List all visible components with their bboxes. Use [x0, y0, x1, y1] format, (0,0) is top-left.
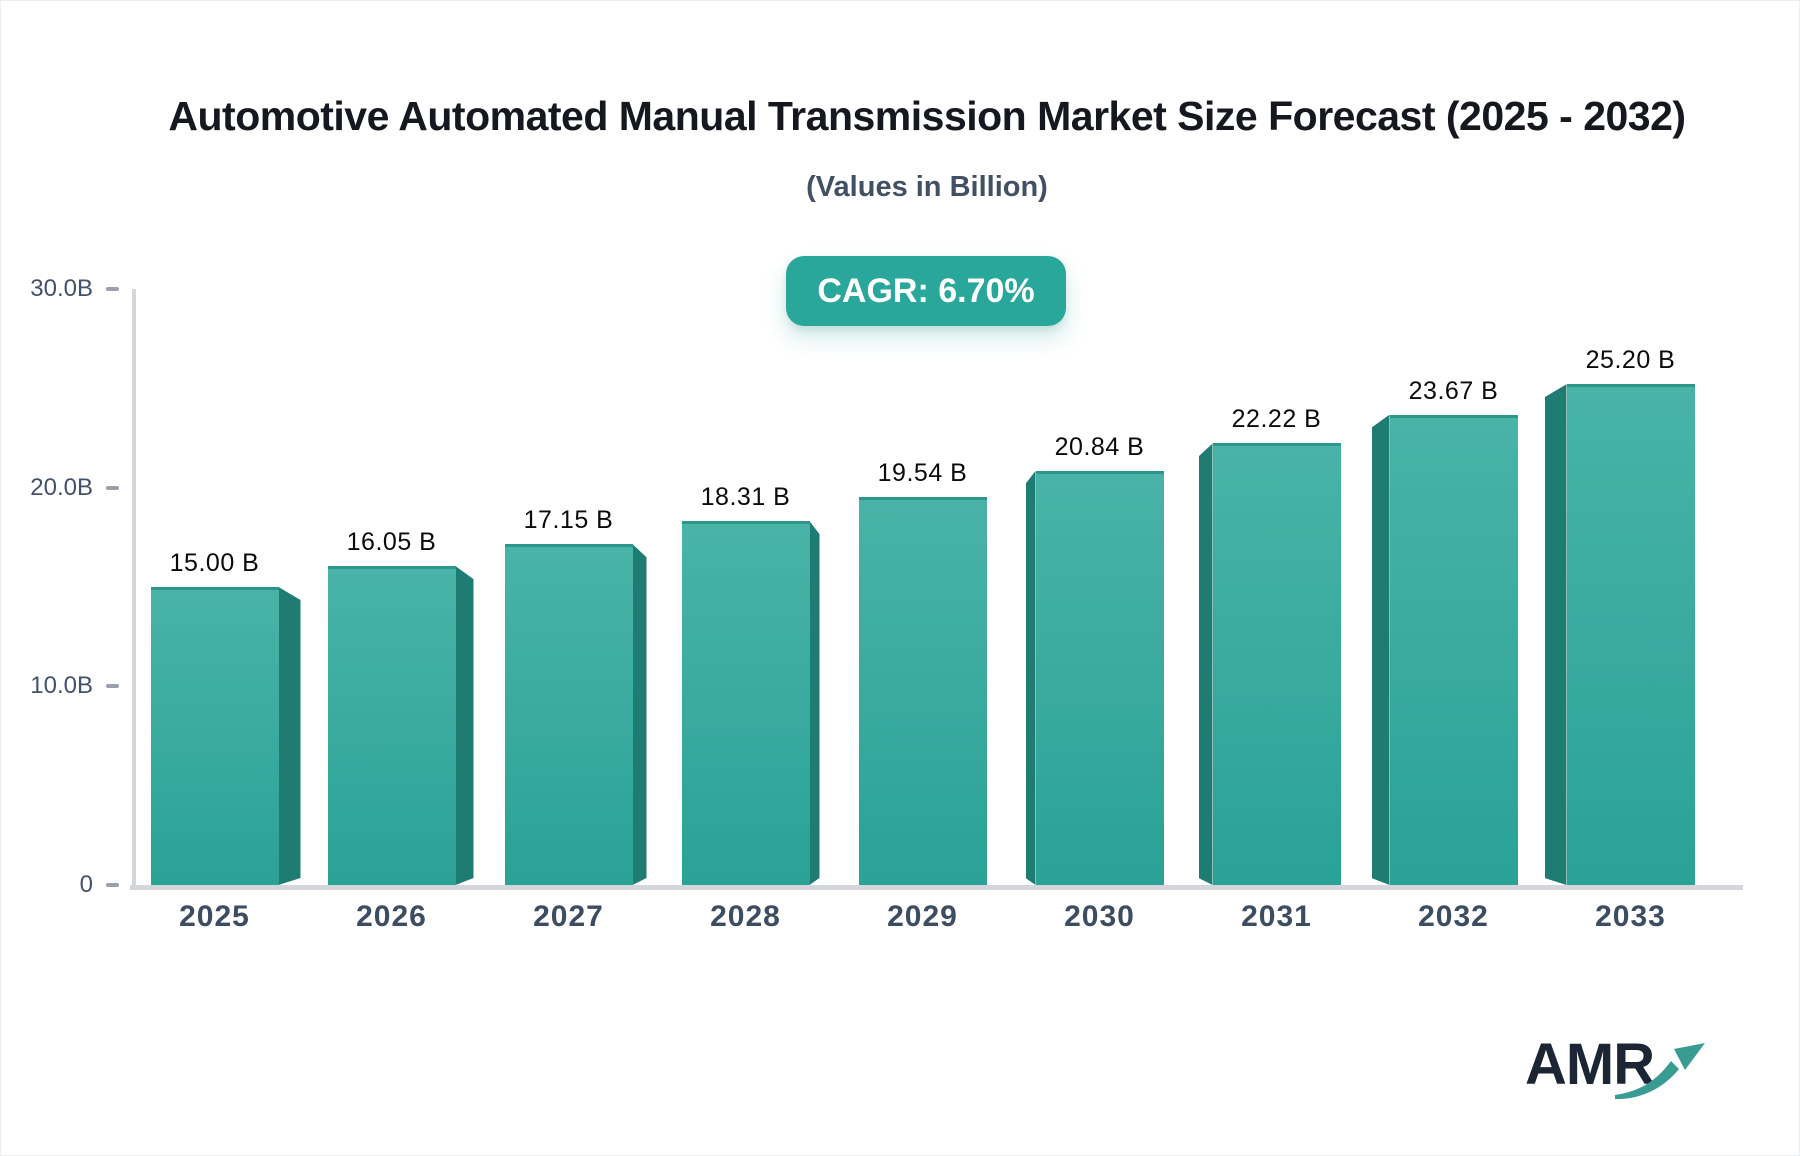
bar-value-label: 23.67 B	[1408, 376, 1499, 405]
bar-value-label: 22.22 B	[1231, 405, 1322, 434]
growth-arrow-icon	[1615, 1043, 1705, 1100]
x-axis-label-2028: 2028	[710, 900, 781, 933]
y-tick	[106, 883, 119, 887]
bar-face	[327, 566, 456, 885]
bar-side-face	[1372, 415, 1390, 885]
bar-side-face	[810, 521, 820, 885]
y-tick	[106, 684, 119, 689]
bar-face	[1389, 414, 1518, 885]
chart-title: Automotive Automated Manual Transmission…	[168, 93, 1686, 139]
y-tick-label: 30.0B	[30, 274, 93, 302]
bar-value-label: 17.15 B	[523, 506, 614, 535]
bar-value-label: 19.54 B	[877, 458, 968, 487]
x-axis-label-2029: 2029	[887, 900, 958, 933]
y-tick	[106, 485, 119, 490]
bar-face	[1212, 443, 1341, 885]
bar-value-label: 18.31 B	[700, 483, 791, 512]
bar-side-face	[279, 587, 301, 885]
y-tick-label: 0	[79, 871, 93, 898]
y-tick-label: 10.0B	[30, 672, 93, 700]
bar-face	[1566, 384, 1695, 885]
y-axis-line	[132, 289, 136, 887]
bar-face	[504, 544, 633, 885]
chart-subtitle: (Values in Billion)	[806, 171, 1048, 203]
bar-value-label: 16.05 B	[346, 528, 437, 557]
bar-side-face	[456, 566, 474, 885]
bar-value-label: 15.00 B	[169, 548, 260, 577]
y-tick-label: 20.0B	[30, 473, 93, 501]
bar-side-face	[633, 544, 647, 885]
x-axis-label-2031: 2031	[1241, 900, 1312, 933]
bar-side-face	[1545, 384, 1567, 885]
x-axis-label-2030: 2030	[1064, 900, 1135, 933]
bar-face	[858, 496, 987, 885]
bar-value-label: 20.84 B	[1054, 432, 1145, 461]
bar-face	[1035, 470, 1164, 885]
bar-face	[150, 586, 279, 885]
x-axis-label-2033: 2033	[1595, 900, 1666, 933]
x-axis-label-2025: 2025	[179, 900, 250, 933]
bar-side-face	[1026, 471, 1036, 885]
x-axis-label-2032: 2032	[1418, 900, 1489, 933]
x-axis-line	[130, 885, 1743, 890]
x-axis-label-2026: 2026	[356, 900, 427, 933]
cagr-badge: CAGR: 6.70%	[786, 256, 1066, 326]
bar-side-face	[1199, 443, 1213, 885]
bar-face	[681, 521, 810, 885]
bar-value-label: 25.20 B	[1585, 346, 1676, 375]
amr-logo-text: AMR	[1525, 1032, 1655, 1097]
y-tick	[106, 286, 119, 291]
amr-logo: AMR	[1525, 1031, 1745, 1111]
x-axis-label-2027: 2027	[533, 900, 604, 933]
